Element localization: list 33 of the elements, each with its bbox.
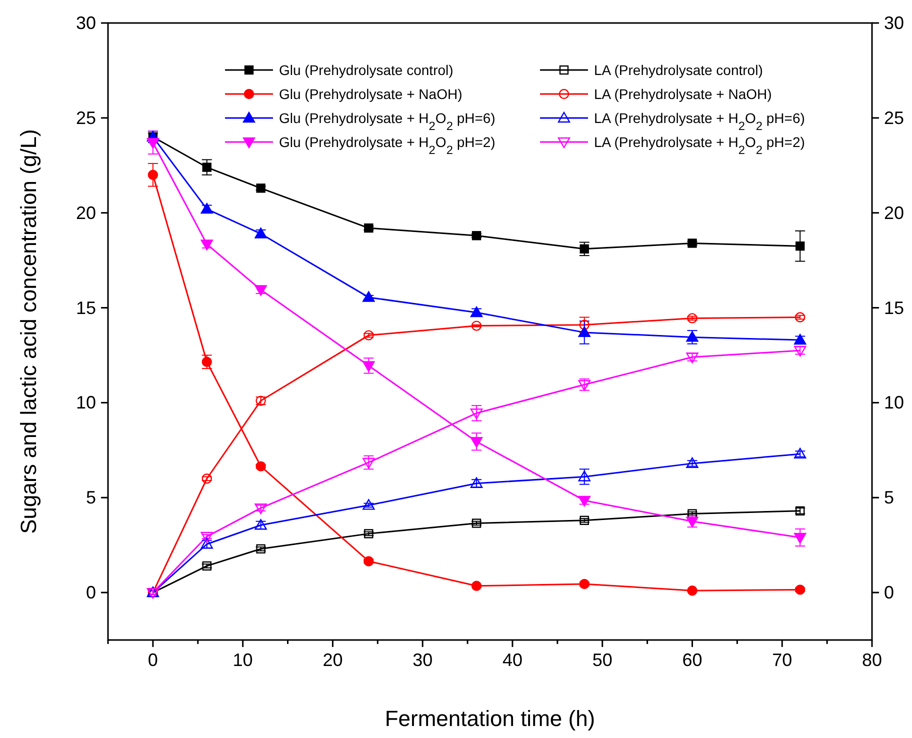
y2-tick-label: 0 — [884, 582, 894, 603]
y2-tick-label: 30 — [884, 13, 904, 33]
legend-label: LA (Prehydrolysate control) — [594, 62, 763, 78]
legend-label: Glu (Prehydrolysate + NaOH) — [279, 86, 462, 102]
y-tick-label: 20 — [76, 202, 96, 223]
x-tick-label: 80 — [862, 650, 882, 670]
y2-tick-label: 20 — [884, 202, 904, 223]
x-tick-label: 50 — [592, 650, 612, 670]
y2-tick-label: 5 — [884, 488, 894, 508]
x-tick-label: 0 — [148, 650, 158, 670]
x-tick-label: 10 — [232, 650, 253, 670]
y2-tick-label: 15 — [884, 298, 904, 318]
y-tick-label: 25 — [76, 108, 96, 128]
legend-label: Glu (Prehydrolysate control) — [279, 62, 454, 78]
y-tick-label: 30 — [76, 13, 96, 33]
x-tick-label: 60 — [682, 650, 702, 670]
x-axis-title: Fermentation time (h) — [384, 706, 596, 731]
x-tick-label: 20 — [322, 650, 343, 670]
y-tick-label: 5 — [86, 488, 96, 508]
x-tick-label: 70 — [772, 650, 792, 670]
y2-tick-label: 25 — [884, 108, 904, 128]
y-tick-label: 15 — [76, 298, 96, 318]
x-tick-label: 40 — [502, 650, 522, 670]
legend-label: LA (Prehydrolysate + NaOH) — [594, 86, 772, 102]
legend-label: LA (Prehydrolysate + H$_{2}$O$_{2}$ pH=6) — [594, 110, 805, 133]
x-tick-label: 30 — [412, 650, 433, 670]
y-axis-title: Sugars and lactic acid concentration (g/L) — [16, 129, 41, 534]
y-tick-label: 10 — [76, 392, 96, 413]
legend-label: LA (Prehydrolysate + H$_{2}$O$_{2}$ pH=2) — [594, 134, 805, 157]
y2-tick-label: 10 — [884, 392, 904, 413]
y-tick-label: 0 — [86, 582, 96, 603]
legend-label: Glu (Prehydrolysate + H$_{2}$O$_{2}$ pH=2) — [279, 134, 496, 157]
legend-label: Glu (Prehydrolysate + H$_{2}$O$_{2}$ pH=6) — [279, 110, 496, 133]
